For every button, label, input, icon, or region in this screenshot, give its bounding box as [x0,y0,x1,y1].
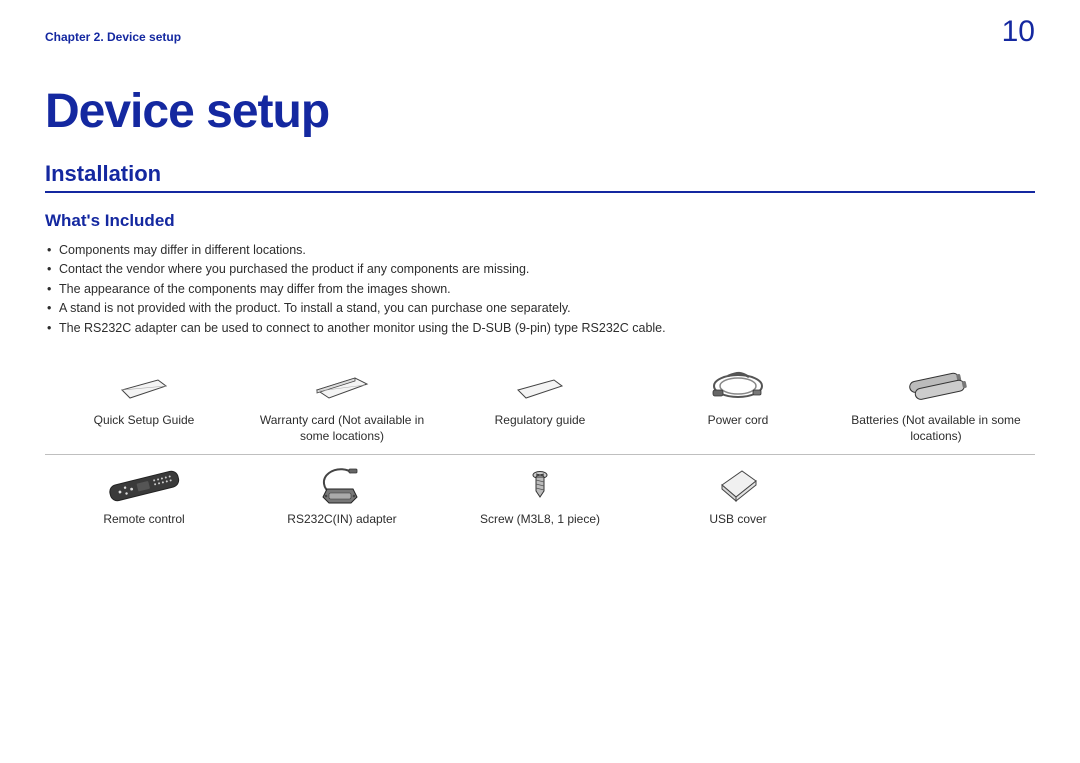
sheet-icon [99,364,189,408]
page-number: 10 [1002,15,1035,49]
component-batteries: Batteries (Not available in some locatio… [837,364,1035,444]
component-label: Power cord [708,412,769,428]
cord-icon [693,364,783,408]
bullet-item: Contact the vendor where you purchased t… [45,260,1035,279]
bullet-item: The appearance of the components may dif… [45,280,1035,299]
component-remote-control: Remote control [45,463,243,527]
component-label: USB cover [709,511,766,527]
section-heading: Installation [45,161,1035,193]
bullet-item: Components may differ in different locat… [45,241,1035,260]
components-row-2: Remote control RS232C(IN) adapter [45,455,1035,537]
booklet-icon [297,364,387,408]
component-label: Warranty card (Not available in some loc… [249,412,435,444]
component-label: Screw (M3L8, 1 piece) [480,511,600,527]
components-row-1: Quick Setup Guide Warranty card (Not ava… [45,356,1035,455]
remote-icon [99,463,189,507]
component-quick-setup-guide: Quick Setup Guide [45,364,243,428]
screw-icon [495,463,585,507]
chapter-label: Chapter 2. Device setup [45,30,181,44]
component-regulatory-guide: Regulatory guide [441,364,639,428]
sheet-icon [495,364,585,408]
component-usb-cover: USB cover [639,463,837,527]
component-rs232c-adapter: RS232C(IN) adapter [243,463,441,527]
cover-icon [693,463,783,507]
component-label: Batteries (Not available in some locatio… [843,412,1029,444]
bullet-item: A stand is not provided with the product… [45,299,1035,318]
component-label: Remote control [103,511,184,527]
component-warranty-card: Warranty card (Not available in some loc… [243,364,441,444]
bullet-list: Components may differ in different locat… [45,241,1035,338]
header-row: Chapter 2. Device setup 10 [45,15,1035,49]
component-label: Quick Setup Guide [94,412,195,428]
component-label: Regulatory guide [495,412,586,428]
batteries-icon [891,364,981,408]
component-screw: Screw (M3L8, 1 piece) [441,463,639,527]
subsection-heading: What's Included [45,211,1035,231]
component-label: RS232C(IN) adapter [287,511,396,527]
adapter-icon [297,463,387,507]
component-power-cord: Power cord [639,364,837,428]
page-title: Device setup [45,84,1035,139]
bullet-item: The RS232C adapter can be used to connec… [45,319,1035,338]
